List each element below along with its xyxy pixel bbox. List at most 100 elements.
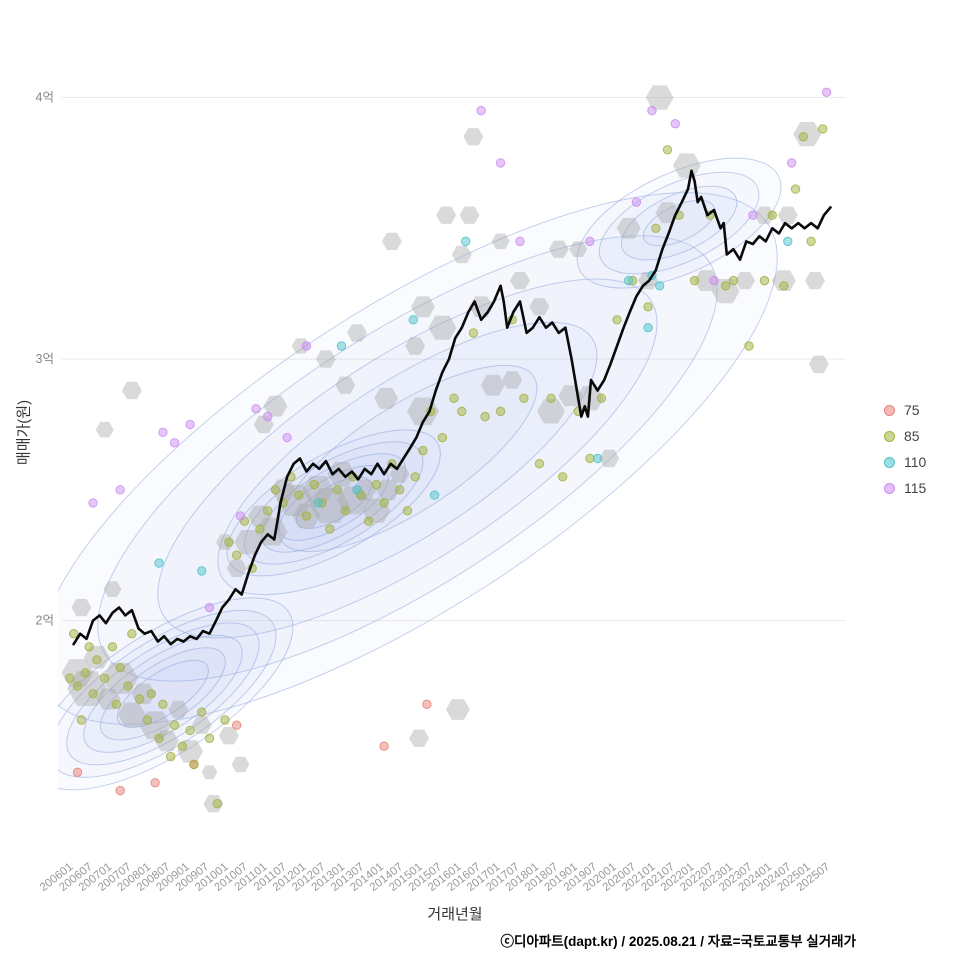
series-85 bbox=[65, 124, 828, 809]
scatter-point bbox=[197, 707, 207, 717]
scatter-point bbox=[596, 393, 607, 404]
scatter-point bbox=[76, 715, 87, 725]
hexbin-cell bbox=[376, 479, 400, 501]
hexbin-cell bbox=[263, 395, 288, 417]
scatter-point bbox=[325, 524, 335, 534]
scatter-point bbox=[115, 485, 125, 495]
series-115 bbox=[88, 87, 832, 613]
density-contour bbox=[620, 185, 738, 261]
trend-line bbox=[72, 169, 832, 646]
hexbin-cell bbox=[226, 559, 247, 577]
density-contour bbox=[277, 364, 538, 553]
legend-item-110[interactable]: 110 bbox=[884, 454, 926, 470]
density-contour bbox=[642, 199, 716, 247]
hexbin-cell bbox=[510, 272, 530, 290]
hexbin-cell bbox=[309, 488, 350, 523]
scatter-point bbox=[224, 537, 234, 547]
hexbin-cell bbox=[735, 272, 756, 290]
scatter-point bbox=[720, 281, 731, 291]
density-contour bbox=[576, 157, 782, 289]
scatter-point bbox=[158, 699, 168, 710]
scatter-point bbox=[585, 236, 595, 247]
scatter-point bbox=[429, 490, 440, 500]
hexbin-cell bbox=[436, 206, 457, 224]
scatter-point bbox=[263, 411, 273, 422]
hexbin-cell bbox=[67, 671, 108, 706]
scatter-point bbox=[662, 145, 673, 155]
hexbin-cell bbox=[672, 153, 701, 178]
hexbin-cell bbox=[808, 355, 829, 373]
scatter-point bbox=[84, 642, 94, 652]
density-contour bbox=[100, 647, 226, 741]
scatter-point bbox=[231, 720, 242, 730]
attribution-text: ⓒ디아파트(dapt.kr) / 2025.08.21 / 자료=국토교통부 실… bbox=[500, 934, 856, 949]
hexbin-cell bbox=[409, 729, 430, 747]
scatter-point bbox=[495, 406, 506, 417]
scatter-point bbox=[422, 699, 432, 710]
scatter-point bbox=[806, 236, 816, 247]
scatter-point bbox=[231, 550, 242, 560]
scatter-point bbox=[643, 302, 653, 312]
hexbin-cell bbox=[502, 371, 523, 389]
scatter-point bbox=[332, 485, 343, 495]
density-contour bbox=[58, 609, 277, 778]
density-contour bbox=[116, 659, 209, 728]
hexbin-cell bbox=[428, 315, 457, 340]
scatter-point bbox=[643, 322, 653, 333]
scatter-point bbox=[309, 479, 319, 490]
scatter-point bbox=[134, 694, 145, 704]
hexbin-cell bbox=[480, 374, 505, 396]
scatter-point bbox=[480, 411, 490, 422]
scatter-point bbox=[197, 566, 207, 576]
hexbin-cell bbox=[234, 530, 263, 555]
scatter-point bbox=[744, 341, 754, 351]
density-contour bbox=[278, 465, 389, 541]
scatter-point bbox=[790, 184, 801, 194]
scatter-point bbox=[99, 673, 110, 683]
legend-item-85[interactable]: 85 bbox=[884, 428, 926, 444]
scatter-point bbox=[270, 485, 281, 495]
scatter-point bbox=[783, 236, 793, 247]
scatter-point bbox=[647, 105, 657, 116]
hexbin-cell bbox=[411, 296, 435, 318]
scatter-point bbox=[88, 498, 98, 508]
scatter-point bbox=[402, 506, 413, 516]
scatter-point bbox=[379, 498, 389, 508]
scatter-point bbox=[72, 681, 83, 691]
scatter-point bbox=[534, 458, 545, 469]
density-contour bbox=[261, 453, 407, 553]
scatter-point bbox=[557, 472, 568, 482]
scatter-point bbox=[263, 506, 273, 516]
scatter-point bbox=[68, 628, 79, 639]
scatter-point bbox=[585, 453, 595, 464]
scatter-point bbox=[212, 798, 222, 809]
scatter-point bbox=[767, 210, 777, 220]
hexbin-cell bbox=[347, 324, 367, 342]
scatter-point bbox=[123, 681, 133, 691]
scatter-point bbox=[154, 558, 164, 568]
scatter-point bbox=[748, 210, 758, 220]
hexbin-cell bbox=[599, 449, 620, 468]
hexbin-cell bbox=[117, 702, 146, 727]
scatter-point bbox=[185, 725, 195, 736]
scatter-point bbox=[204, 602, 215, 613]
scatter-point bbox=[379, 741, 389, 751]
hexbin-cell bbox=[95, 421, 114, 438]
hexbin-cell bbox=[445, 699, 470, 720]
scatter-point bbox=[371, 479, 382, 490]
density-contour bbox=[83, 634, 243, 753]
hexbin-cell bbox=[771, 270, 796, 291]
hexbin-cell bbox=[451, 245, 472, 264]
scatter-point bbox=[798, 132, 809, 142]
scatter-point bbox=[437, 432, 448, 443]
scatter-point bbox=[352, 485, 362, 495]
scatter-point bbox=[457, 406, 467, 417]
scatter-point bbox=[546, 393, 556, 404]
scatter-point bbox=[651, 223, 661, 234]
hexbin-cell bbox=[463, 128, 484, 146]
legend-item-115[interactable]: 115 bbox=[884, 480, 926, 496]
scatter-point bbox=[495, 158, 506, 168]
legend-item-75[interactable]: 75 bbox=[884, 402, 926, 418]
legend-item-label: 115 bbox=[904, 480, 927, 496]
hexbin-cell bbox=[335, 376, 356, 394]
